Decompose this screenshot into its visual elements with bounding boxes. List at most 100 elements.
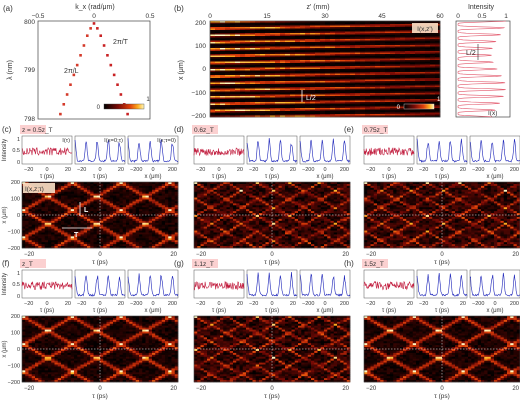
panel-b-heatmap-cell [435,75,441,77]
small-plot-xtick: 0 [151,167,154,173]
panel-b-heatmap-cell [245,49,251,52]
panel-b-heatmap-cell [415,37,421,40]
tau-x-map-cell [142,205,146,208]
panel-b-heatmap-cell [275,99,281,101]
tau-x-map-cell [132,230,137,233]
panel-b-heatmap-cell [335,85,341,88]
panel-b-heatmap-cell [285,57,291,59]
panel-b-heatmap-cell [315,93,321,95]
panel-b-heatmap-cell [405,114,411,116]
tau-x-map-cell [70,209,75,212]
panel-b-heatmap-cell [435,106,441,109]
panel-b-heatmap-cell [375,90,381,92]
tau-x-map-cell [57,213,62,216]
tau-x-map-cell [51,209,55,212]
tau-x-map-cell [28,236,33,239]
tau-x-map-cell [161,236,166,239]
panel-b-heatmap-cell [255,52,261,55]
tau-x-map-cell [200,197,205,200]
tau-x-map-cell [122,185,127,189]
panel-b-heatmap-cell [370,88,376,91]
panel-b-heatmap-cell [230,51,236,53]
tau-x-map-cell [109,191,114,194]
panel-b-heatmap-cell [410,33,416,35]
tau-x-map-cell [113,224,117,227]
panel-b-heatmap-cell [260,75,266,77]
panel-b-heatmap-cell [230,33,236,35]
panel-b-heatmap-cell [260,102,266,104]
panel-b-heatmap-cell [250,91,256,94]
tau-x-map-cell [122,199,127,202]
tau-x-map-cell [25,246,29,249]
panel-b-heatmap-cell [300,94,306,97]
panel-b-heatmap-cell [265,85,271,88]
tau-x-map-cell [106,218,111,222]
panel-b-heatmap-cell [400,24,406,26]
panel-b-heatmap-cell [280,97,286,100]
panel-b-heatmap-cell [340,111,346,113]
tau-x-map-cell [135,187,140,191]
panel-b-heatmap-cell [210,90,216,92]
panel-b-heatmap-cell [410,45,416,47]
panel-b-heatmap-cell [315,115,321,118]
tau-x-map-cell [41,222,46,225]
tau-x-map-cell [93,199,98,202]
panel-b-heatmap-cell [255,21,261,23]
panel-b-heatmap-cell [370,30,376,32]
panel-b-heatmap-cell [310,102,316,104]
panel-b-heatmap-cell [280,81,286,83]
panel-b-heatmap-cell [420,97,426,100]
tau-x-map-cell [77,228,81,231]
panel-b-heatmap-cell [340,79,346,82]
panel-b-heatmap-cell [345,39,351,41]
tau-x-map-cell [168,228,172,231]
panel-b-heatmap-cell [280,55,286,58]
panel-b-heatmap-cell [310,42,316,44]
panel-b-heatmap-cell [320,96,326,98]
tau-x-map-cell [216,182,221,185]
panel-b-heatmap-cell [305,106,311,109]
panel-b-heatmap-cell [340,25,346,28]
tau-x-map-cell [67,185,72,189]
panel-b-heatmap-cell [350,31,356,34]
tau-x-map-cell [135,232,140,235]
panel-b-heatmap-cell [250,88,256,91]
panel-b-heatmap-cell [220,49,226,52]
tau-x-map-cell [207,226,211,229]
panel-b-heatmap-cell [330,87,336,89]
panel-b-heatmap-cell [285,54,291,56]
panel-b-heatmap-cell [210,57,216,59]
panel-b-heatmap-cell [405,109,411,112]
panel-b-heatmap-cell [235,115,241,118]
panel-b-heatmap-cell [285,30,291,32]
panel-b-heatmap-cell [345,105,351,107]
panel-b-heatmap-cell [375,111,381,113]
panel-b-heatmap-cell [315,78,321,80]
panel-b-heatmap-cell [340,76,346,79]
panel-b-heatmap-cell [340,33,346,35]
panel-b-heatmap-cell [230,63,236,65]
panel-b-heatmap-cell [380,63,386,65]
panel-b-heatmap-cell [250,45,256,47]
panel-b: (b) z' (mm) 0 15 30 45 60 200 100 0 −100… [174,4,444,120]
panel-b-heatmap-cell [350,114,356,116]
panel-b-heatmap-cell [305,93,311,95]
panel-b-heatmap-cell [325,60,331,62]
tau-x-map-cell [129,232,133,235]
panel-b-heatmap-cell [330,73,336,76]
tau-x-map-cell [207,182,211,185]
panel-b-heatmap-cell [275,97,281,100]
tau-x-map-cell [207,193,211,196]
panel-b-heatmap-cell [325,31,331,34]
panel-b-heatmap-cell [335,79,341,82]
panel-b-heatmap-cell [390,28,396,31]
panel-b-heatmap-cell [335,115,341,118]
panel-b-heatmap-cell [330,79,336,82]
panel-b-heatmap-cell [340,61,346,64]
tau-x-map-cell [38,240,42,243]
tau-x-map-cell [171,236,176,239]
panel-b-heatmap-cell [420,114,426,116]
tau-x-map-cell [194,187,198,191]
panel-b-heatmap-cell [320,43,326,46]
panel-b-heatmap-cell [230,88,236,91]
